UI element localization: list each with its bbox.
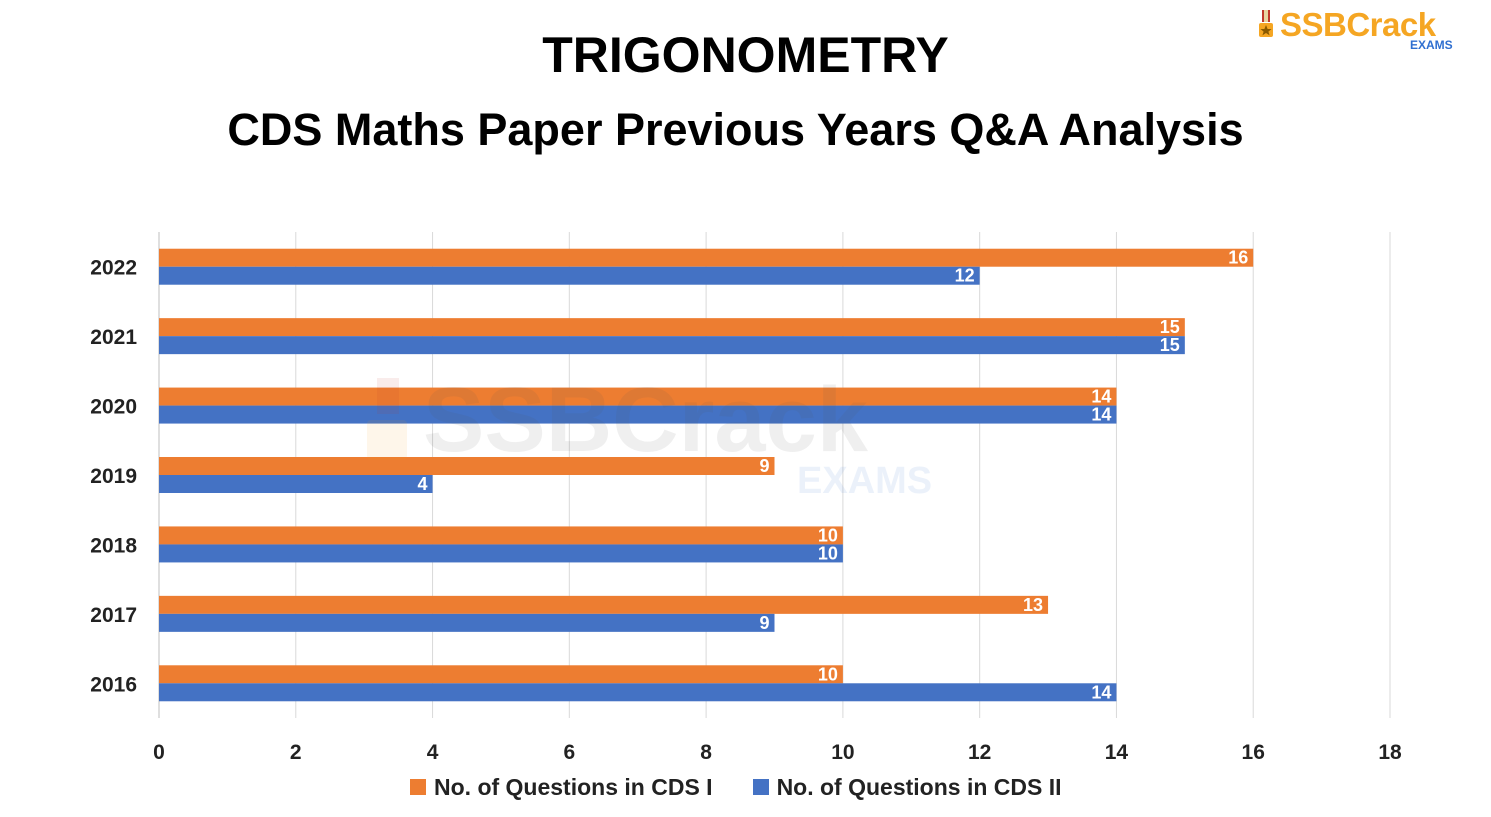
data-label: 4: [418, 474, 428, 494]
x-tick-label: 8: [700, 741, 712, 764]
data-label: 14: [1091, 682, 1111, 702]
data-label: 9: [759, 456, 769, 476]
bar-cds2: [159, 683, 1117, 702]
bar-cds2: [159, 544, 843, 563]
legend-swatch-cds1: [410, 779, 426, 795]
legend-item-cds2: No. of Questions in CDS II: [752, 773, 1062, 801]
bar-cds1: [159, 595, 1049, 614]
bar-cds2: [159, 613, 775, 632]
bar-cds1: [159, 665, 843, 684]
brand-logo: SSBCrack EXAMS: [1258, 6, 1468, 54]
bar-cds1: [159, 457, 775, 475]
bar-cds1: [159, 318, 1185, 337]
data-label: 12: [955, 266, 975, 286]
data-label: 13: [1023, 595, 1043, 615]
legend-label-cds1: No. of Questions in CDS I: [434, 773, 713, 800]
data-label: 10: [818, 664, 838, 684]
data-label: 16: [1228, 248, 1248, 268]
x-tick-label: 12: [968, 741, 991, 764]
bar-cds2: [159, 405, 1117, 424]
bar-cds2: [159, 266, 980, 285]
x-tick-label: 2: [290, 741, 302, 764]
y-tick-label: 2017: [90, 604, 137, 627]
x-tick-label: 18: [1378, 741, 1402, 764]
data-label: 14: [1091, 387, 1111, 407]
data-label: 14: [1091, 405, 1111, 425]
bar-cds2: [159, 336, 1185, 355]
data-label: 10: [818, 525, 838, 545]
y-tick-label: 2020: [90, 396, 137, 419]
x-tick-label: 10: [831, 741, 854, 764]
y-tick-label: 2018: [90, 534, 137, 557]
y-tick-label: 2019: [90, 465, 137, 488]
data-label: 9: [759, 613, 769, 633]
y-tick-label: 2022: [90, 257, 137, 280]
data-label: 15: [1160, 317, 1180, 337]
bar-cds1: [159, 387, 1117, 406]
x-tick-label: 0: [153, 741, 165, 764]
brand-sub: EXAMS: [1410, 38, 1453, 52]
legend-label-cds2: No. of Questions in CDS II: [776, 773, 1062, 800]
chart-subtitle: CDS Maths Paper Previous Years Q&A Analy…: [227, 104, 1244, 155]
x-tick-label: 6: [563, 741, 575, 764]
x-tick-label: 16: [1242, 741, 1265, 764]
data-label: 10: [818, 543, 838, 563]
y-tick-label: 2021: [90, 326, 137, 349]
chart-legend: No. of Questions in CDS I No. of Questio…: [410, 772, 1102, 802]
legend-item-cds1: No. of Questions in CDS I: [410, 774, 713, 801]
legend-swatch-cds2: [752, 779, 769, 795]
bar-cds2: [159, 475, 433, 493]
data-label: 15: [1160, 335, 1180, 355]
medal-icon: [1259, 10, 1273, 37]
x-tick-label: 14: [1105, 741, 1129, 764]
brand-name: SSBCrack: [1280, 6, 1436, 43]
bar-cds1: [159, 526, 843, 545]
x-tick-label: 4: [427, 741, 439, 764]
chart-title: TRIGONOMETRY: [542, 27, 949, 83]
bar-cds1: [159, 248, 1254, 267]
y-tick-label: 2016: [90, 673, 137, 696]
